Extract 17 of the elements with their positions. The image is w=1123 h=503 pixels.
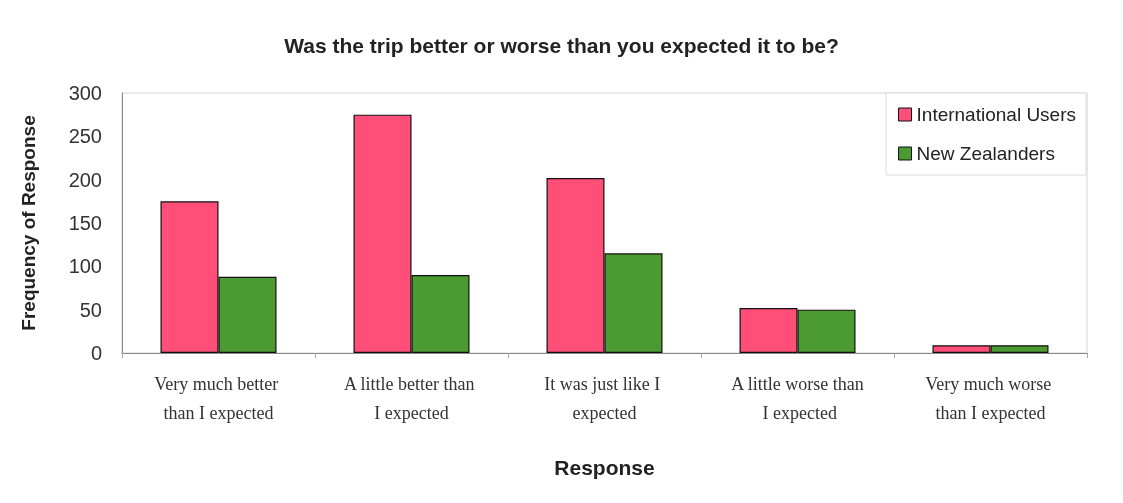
y-tick-label: 50 [79, 298, 102, 321]
y-tick-label: 300 [68, 82, 102, 104]
y-axis-title: Frequency of Response [18, 115, 39, 331]
x-tick-label: It was just like I expected [544, 373, 665, 423]
y-tick-label: 0 [90, 342, 102, 364]
legend-label: International Users [916, 104, 1076, 125]
x-tick-label: A little worse than I expected [731, 373, 864, 423]
y-tick-label: 100 [68, 255, 102, 278]
x-tick-label: A little better than I expected [344, 373, 479, 423]
legend-label: New Zealanders [916, 143, 1055, 164]
chart-title: Was the trip better or worse than you expected it to be? [284, 34, 839, 57]
x-axis-title: Response [554, 456, 655, 479]
y-tick-label: 250 [68, 125, 102, 148]
x-tick-label: Very much better than I expected [154, 373, 283, 423]
y-tick-label: 150 [68, 212, 102, 234]
y-tick-label: 200 [68, 168, 102, 191]
x-tick-label: Very much worse than I expected [925, 373, 1056, 423]
